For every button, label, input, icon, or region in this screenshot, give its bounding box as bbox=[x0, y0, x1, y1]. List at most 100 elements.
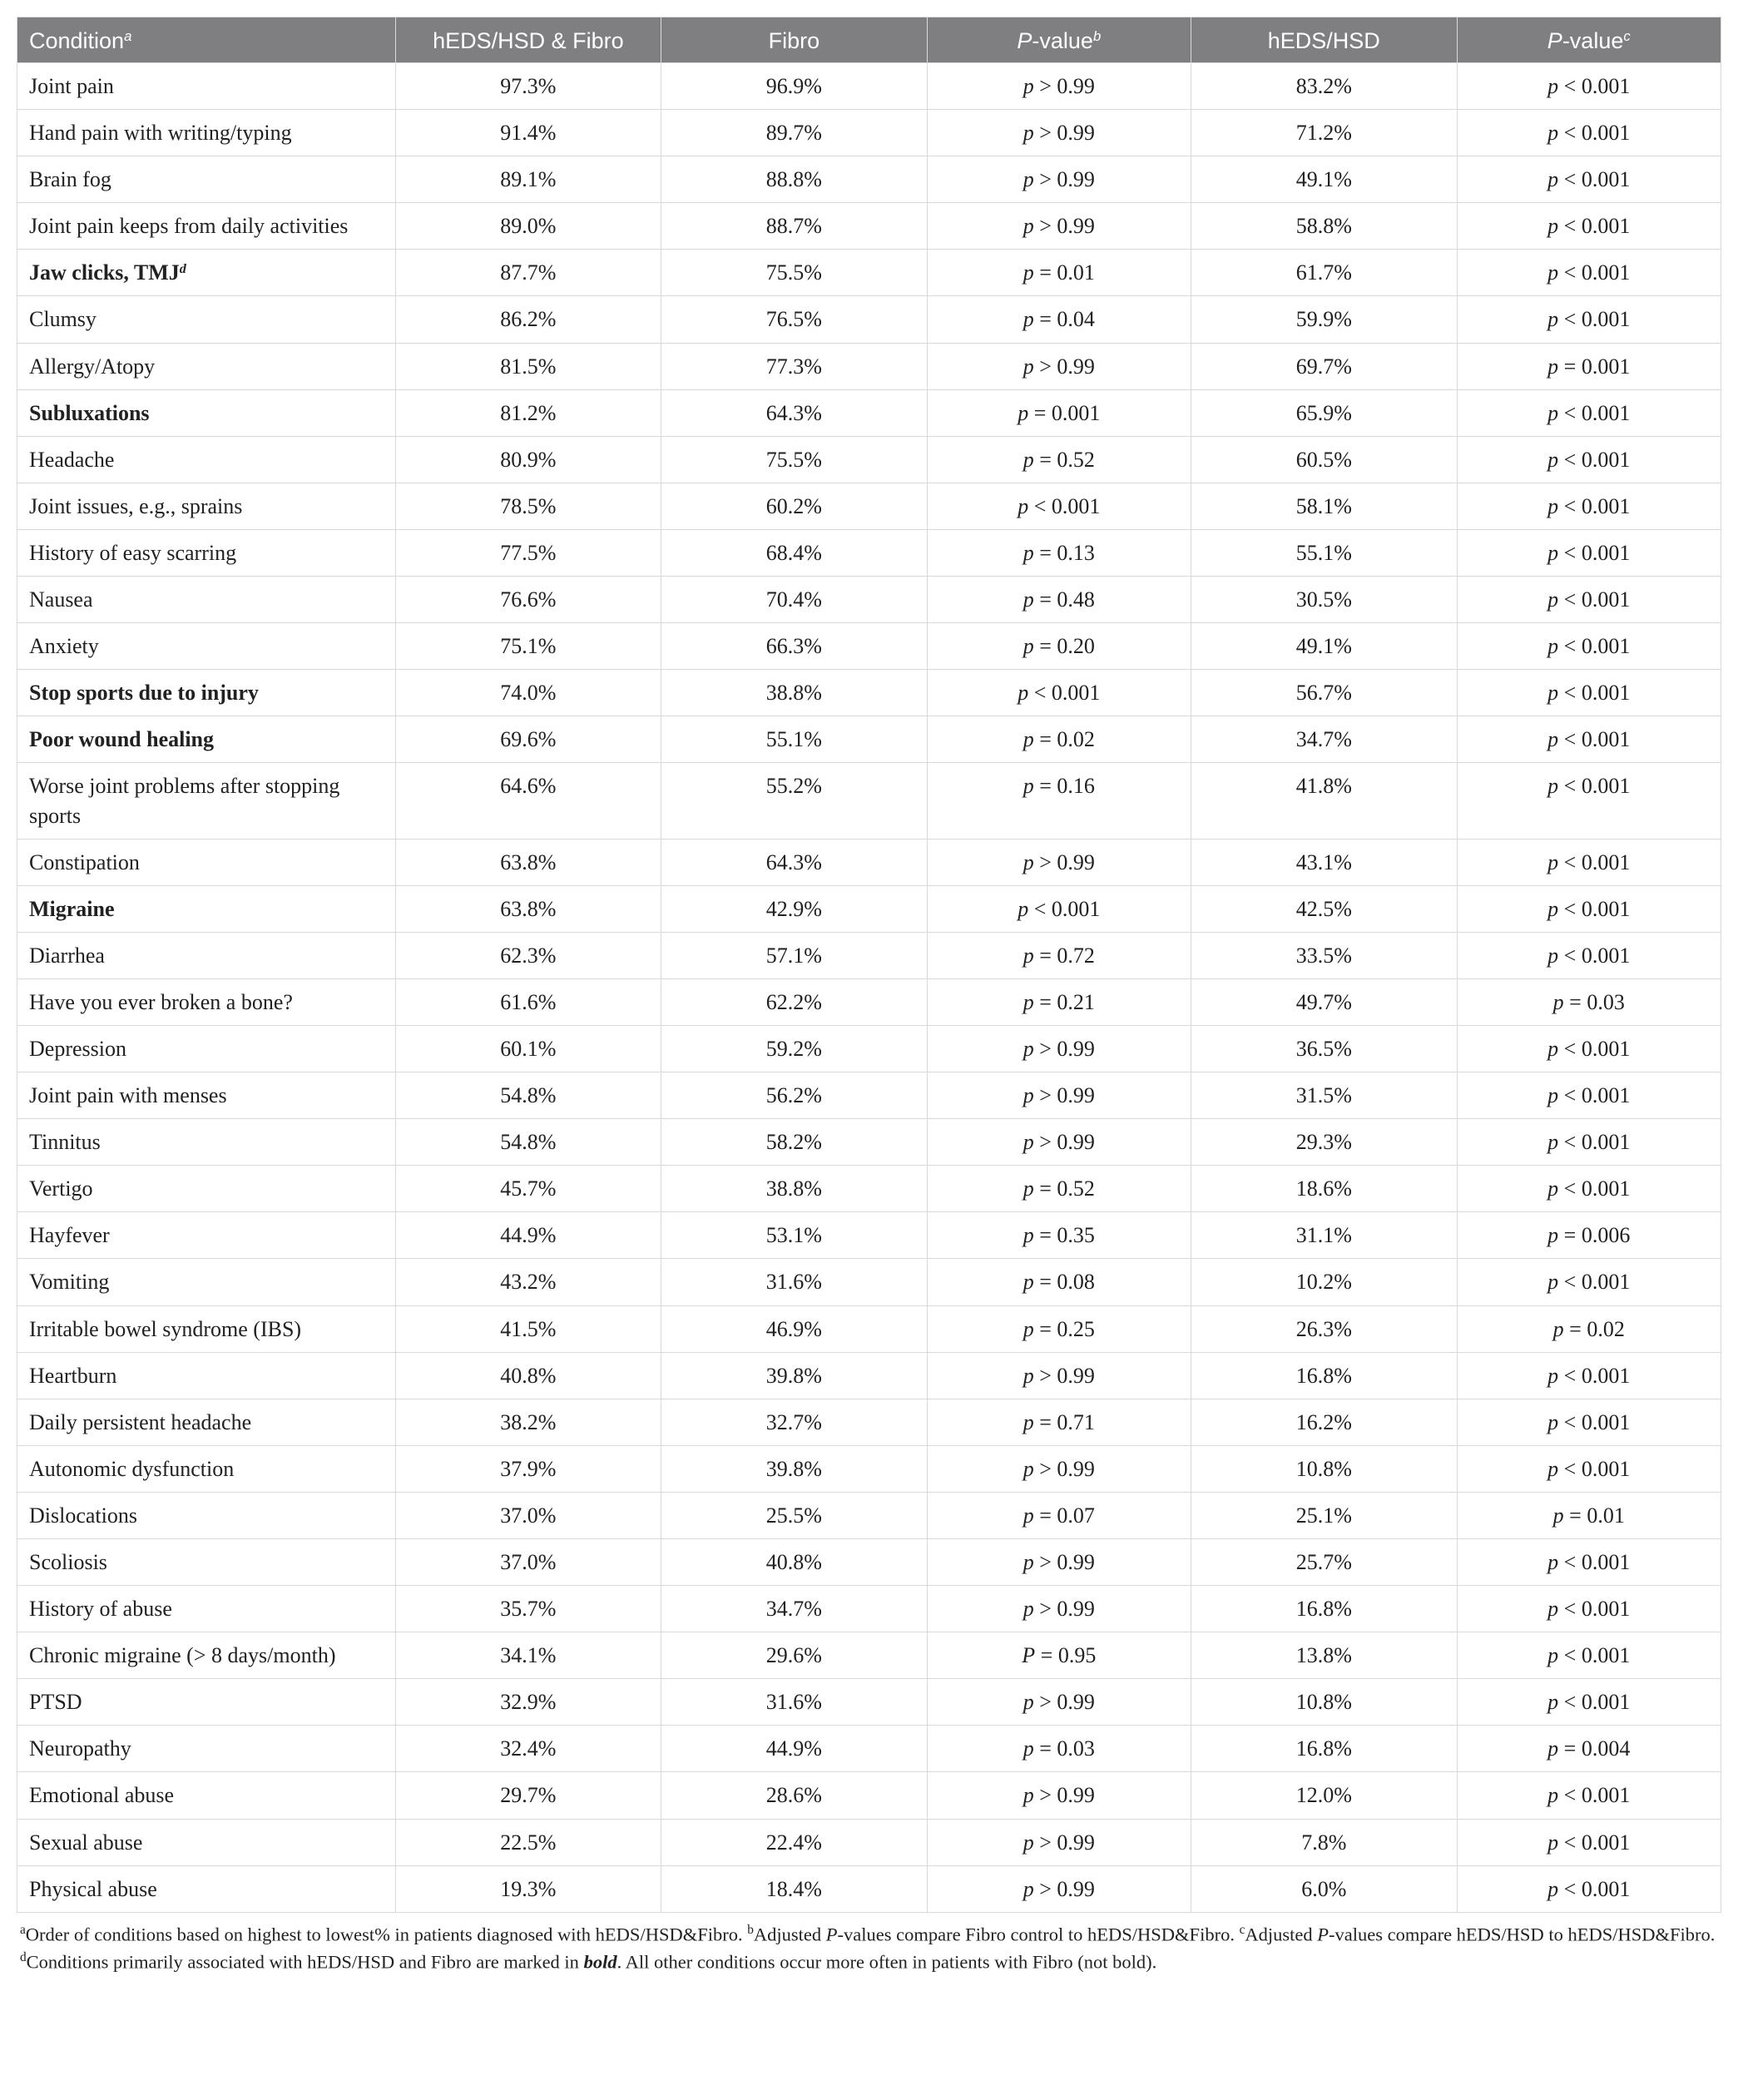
cell-heds: 60.5% bbox=[1191, 436, 1457, 483]
cell-both: 37.0% bbox=[395, 1492, 661, 1538]
cell-pvalue-b: p < 0.001 bbox=[927, 483, 1191, 529]
cell-condition: Poor wound healing bbox=[17, 716, 396, 763]
cell-condition: Joint pain keeps from daily activities bbox=[17, 203, 396, 250]
cell-pvalue-c: p < 0.001 bbox=[1457, 436, 1721, 483]
cell-pvalue-b: p > 0.99 bbox=[927, 1025, 1191, 1072]
cell-fibro: 38.8% bbox=[661, 1166, 927, 1212]
cell-condition: Hayfever bbox=[17, 1212, 396, 1259]
table-row: Joint pain keeps from daily activities89… bbox=[17, 203, 1721, 250]
col-heds: hEDS/HSD bbox=[1191, 17, 1457, 63]
table-row: Migraine63.8%42.9%p < 0.00142.5%p < 0.00… bbox=[17, 885, 1721, 932]
cell-pvalue-b: p = 0.48 bbox=[927, 577, 1191, 623]
cell-heds: 55.1% bbox=[1191, 529, 1457, 576]
cell-pvalue-b: p > 0.99 bbox=[927, 1772, 1191, 1819]
cell-pvalue-b: P = 0.95 bbox=[927, 1632, 1191, 1679]
table-row: Stop sports due to injury74.0%38.8%p < 0… bbox=[17, 670, 1721, 716]
cell-condition: Chronic migraine (> 8 days/month) bbox=[17, 1632, 396, 1679]
cell-pvalue-b: p > 0.99 bbox=[927, 63, 1191, 110]
table-row: Jaw clicks, TMJd87.7%75.5%p = 0.0161.7%p… bbox=[17, 250, 1721, 296]
col-fibro: Fibro bbox=[661, 17, 927, 63]
cell-condition: Irritable bowel syndrome (IBS) bbox=[17, 1305, 396, 1352]
cell-heds: 49.1% bbox=[1191, 623, 1457, 670]
cell-fibro: 88.8% bbox=[661, 156, 927, 203]
cell-pvalue-b: p > 0.99 bbox=[927, 1119, 1191, 1166]
cell-both: 38.2% bbox=[395, 1399, 661, 1445]
cell-fibro: 46.9% bbox=[661, 1305, 927, 1352]
cell-pvalue-c: p < 0.001 bbox=[1457, 156, 1721, 203]
cell-both: 19.3% bbox=[395, 1865, 661, 1912]
cell-pvalue-c: p < 0.001 bbox=[1457, 1772, 1721, 1819]
table-row: History of abuse35.7%34.7%p > 0.9916.8%p… bbox=[17, 1586, 1721, 1632]
cell-fibro: 39.8% bbox=[661, 1445, 927, 1492]
cell-pvalue-c: p < 0.001 bbox=[1457, 885, 1721, 932]
cell-condition: Have you ever broken a bone? bbox=[17, 978, 396, 1025]
cell-fibro: 55.2% bbox=[661, 763, 927, 839]
cell-both: 81.2% bbox=[395, 389, 661, 436]
cell-pvalue-c: p < 0.001 bbox=[1457, 529, 1721, 576]
cell-pvalue-c: p = 0.001 bbox=[1457, 343, 1721, 389]
table-row: Irritable bowel syndrome (IBS)41.5%46.9%… bbox=[17, 1305, 1721, 1352]
cell-heds: 36.5% bbox=[1191, 1025, 1457, 1072]
cell-pvalue-b: p = 0.001 bbox=[927, 389, 1191, 436]
table-row: Tinnitus54.8%58.2%p > 0.9929.3%p < 0.001 bbox=[17, 1119, 1721, 1166]
cell-fibro: 39.8% bbox=[661, 1352, 927, 1399]
cell-fibro: 29.6% bbox=[661, 1632, 927, 1679]
cell-condition: Brain fog bbox=[17, 156, 396, 203]
table-row: PTSD32.9%31.6%p > 0.9910.8%p < 0.001 bbox=[17, 1679, 1721, 1726]
cell-heds: 16.8% bbox=[1191, 1726, 1457, 1772]
cell-pvalue-c: p < 0.001 bbox=[1457, 1119, 1721, 1166]
header-row: Conditiona hEDS/HSD & Fibro Fibro P-valu… bbox=[17, 17, 1721, 63]
cell-heds: 18.6% bbox=[1191, 1166, 1457, 1212]
cell-pvalue-c: p < 0.001 bbox=[1457, 1632, 1721, 1679]
cell-condition: Heartburn bbox=[17, 1352, 396, 1399]
col-condition: Conditiona bbox=[17, 17, 396, 63]
footnotes: aOrder of conditions based on highest to… bbox=[17, 1913, 1721, 1976]
cell-both: 61.6% bbox=[395, 978, 661, 1025]
cell-fibro: 66.3% bbox=[661, 623, 927, 670]
cell-pvalue-b: p = 0.08 bbox=[927, 1259, 1191, 1305]
cell-pvalue-b: p = 0.01 bbox=[927, 250, 1191, 296]
cell-pvalue-c: p < 0.001 bbox=[1457, 839, 1721, 885]
table-row: Worse joint problems after stopping spor… bbox=[17, 763, 1721, 839]
cell-pvalue-c: p < 0.001 bbox=[1457, 1819, 1721, 1865]
cell-fibro: 28.6% bbox=[661, 1772, 927, 1819]
cell-both: 86.2% bbox=[395, 296, 661, 343]
cell-both: 40.8% bbox=[395, 1352, 661, 1399]
cell-both: 60.1% bbox=[395, 1025, 661, 1072]
cell-both: 35.7% bbox=[395, 1586, 661, 1632]
cell-both: 29.7% bbox=[395, 1772, 661, 1819]
cell-both: 34.1% bbox=[395, 1632, 661, 1679]
cell-pvalue-c: p < 0.001 bbox=[1457, 763, 1721, 839]
cell-condition: Vomiting bbox=[17, 1259, 396, 1305]
cell-fibro: 88.7% bbox=[661, 203, 927, 250]
cell-pvalue-b: p > 0.99 bbox=[927, 1679, 1191, 1726]
cell-both: 44.9% bbox=[395, 1212, 661, 1259]
cell-heds: 10.2% bbox=[1191, 1259, 1457, 1305]
cell-heds: 10.8% bbox=[1191, 1679, 1457, 1726]
cell-pvalue-c: p < 0.001 bbox=[1457, 110, 1721, 156]
cell-pvalue-c: p < 0.001 bbox=[1457, 296, 1721, 343]
cell-heds: 16.8% bbox=[1191, 1352, 1457, 1399]
cell-condition: Headache bbox=[17, 436, 396, 483]
cell-pvalue-c: p < 0.001 bbox=[1457, 389, 1721, 436]
cell-both: 54.8% bbox=[395, 1119, 661, 1166]
cell-heds: 31.1% bbox=[1191, 1212, 1457, 1259]
cell-both: 77.5% bbox=[395, 529, 661, 576]
cell-pvalue-c: p < 0.001 bbox=[1457, 1586, 1721, 1632]
cell-pvalue-b: p > 0.99 bbox=[927, 1586, 1191, 1632]
cell-fibro: 58.2% bbox=[661, 1119, 927, 1166]
cell-pvalue-b: p = 0.20 bbox=[927, 623, 1191, 670]
table-row: Daily persistent headache38.2%32.7%p = 0… bbox=[17, 1399, 1721, 1445]
cell-fibro: 77.3% bbox=[661, 343, 927, 389]
cell-both: 32.4% bbox=[395, 1726, 661, 1772]
table-row: Autonomic dysfunction37.9%39.8%p > 0.991… bbox=[17, 1445, 1721, 1492]
cell-pvalue-b: p = 0.52 bbox=[927, 436, 1191, 483]
cell-fibro: 32.7% bbox=[661, 1399, 927, 1445]
cell-fibro: 68.4% bbox=[661, 529, 927, 576]
cell-pvalue-c: p < 0.001 bbox=[1457, 932, 1721, 978]
table-row: History of easy scarring77.5%68.4%p = 0.… bbox=[17, 529, 1721, 576]
table-row: Joint pain97.3%96.9%p > 0.9983.2%p < 0.0… bbox=[17, 63, 1721, 110]
table-row: Dislocations37.0%25.5%p = 0.0725.1%p = 0… bbox=[17, 1492, 1721, 1538]
cell-heds: 65.9% bbox=[1191, 389, 1457, 436]
cell-heds: 30.5% bbox=[1191, 577, 1457, 623]
